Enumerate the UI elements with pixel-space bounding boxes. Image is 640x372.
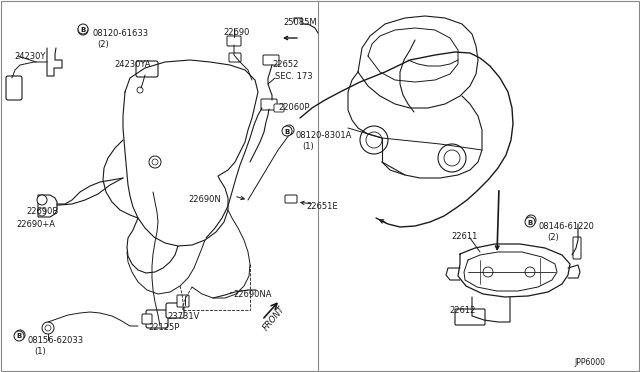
Circle shape — [42, 322, 54, 334]
FancyBboxPatch shape — [261, 99, 277, 110]
Text: 22060P: 22060P — [278, 103, 310, 112]
Circle shape — [37, 195, 47, 205]
Text: (1): (1) — [34, 347, 45, 356]
Text: B: B — [17, 333, 22, 339]
Circle shape — [444, 150, 460, 166]
Circle shape — [483, 267, 493, 277]
Circle shape — [438, 144, 466, 172]
FancyBboxPatch shape — [136, 61, 158, 77]
Circle shape — [38, 208, 46, 216]
FancyBboxPatch shape — [285, 195, 297, 203]
Text: B: B — [81, 28, 86, 33]
Text: 23731V: 23731V — [167, 312, 200, 321]
Text: B: B — [17, 334, 22, 340]
Text: 22690B: 22690B — [26, 207, 58, 216]
Text: 22690+A: 22690+A — [16, 220, 55, 229]
Text: 08146-61220: 08146-61220 — [539, 222, 595, 231]
Text: 22690N: 22690N — [188, 195, 221, 204]
Text: FRONT: FRONT — [261, 304, 287, 332]
Text: SEC. 173: SEC. 173 — [275, 72, 312, 81]
FancyBboxPatch shape — [227, 36, 241, 46]
Text: B: B — [284, 128, 290, 135]
Text: 25085M: 25085M — [283, 18, 317, 27]
Text: 24230YA: 24230YA — [114, 60, 150, 69]
Circle shape — [282, 126, 292, 136]
FancyBboxPatch shape — [573, 237, 581, 259]
Text: (2): (2) — [97, 40, 109, 49]
FancyBboxPatch shape — [229, 53, 241, 62]
Text: (1): (1) — [302, 142, 314, 151]
FancyBboxPatch shape — [263, 55, 279, 65]
Text: 08156-62033: 08156-62033 — [27, 336, 83, 345]
FancyBboxPatch shape — [166, 303, 184, 318]
FancyBboxPatch shape — [177, 295, 189, 307]
Circle shape — [137, 87, 143, 93]
Text: 22652: 22652 — [272, 60, 298, 69]
Text: 22690NA: 22690NA — [233, 290, 271, 299]
Text: B: B — [81, 26, 86, 32]
Text: B: B — [529, 218, 534, 224]
Circle shape — [152, 159, 158, 165]
Circle shape — [78, 25, 88, 35]
Circle shape — [525, 267, 535, 277]
Text: (2): (2) — [547, 233, 559, 242]
Polygon shape — [38, 195, 57, 217]
Text: B: B — [286, 128, 292, 134]
Circle shape — [78, 24, 88, 34]
Circle shape — [14, 331, 24, 341]
FancyBboxPatch shape — [455, 309, 485, 325]
Circle shape — [45, 325, 51, 331]
Text: 22690: 22690 — [223, 28, 250, 37]
Circle shape — [366, 132, 382, 148]
Text: 22651E: 22651E — [306, 202, 338, 211]
Text: 24230Y: 24230Y — [14, 52, 45, 61]
Text: 22125P: 22125P — [148, 323, 179, 332]
Text: JPP6000: JPP6000 — [574, 358, 605, 367]
Text: 08120-8301A: 08120-8301A — [296, 131, 353, 140]
Text: B: B — [527, 219, 532, 225]
FancyBboxPatch shape — [274, 104, 284, 112]
Circle shape — [360, 126, 388, 154]
Circle shape — [149, 156, 161, 168]
Circle shape — [526, 215, 536, 225]
FancyBboxPatch shape — [6, 76, 22, 100]
Text: 08120-61633: 08120-61633 — [92, 29, 148, 38]
Circle shape — [15, 330, 25, 340]
Text: 22612: 22612 — [449, 306, 476, 315]
Circle shape — [284, 125, 294, 135]
Text: 22611: 22611 — [451, 232, 477, 241]
FancyBboxPatch shape — [146, 310, 168, 328]
FancyBboxPatch shape — [142, 314, 152, 324]
Circle shape — [525, 217, 535, 227]
